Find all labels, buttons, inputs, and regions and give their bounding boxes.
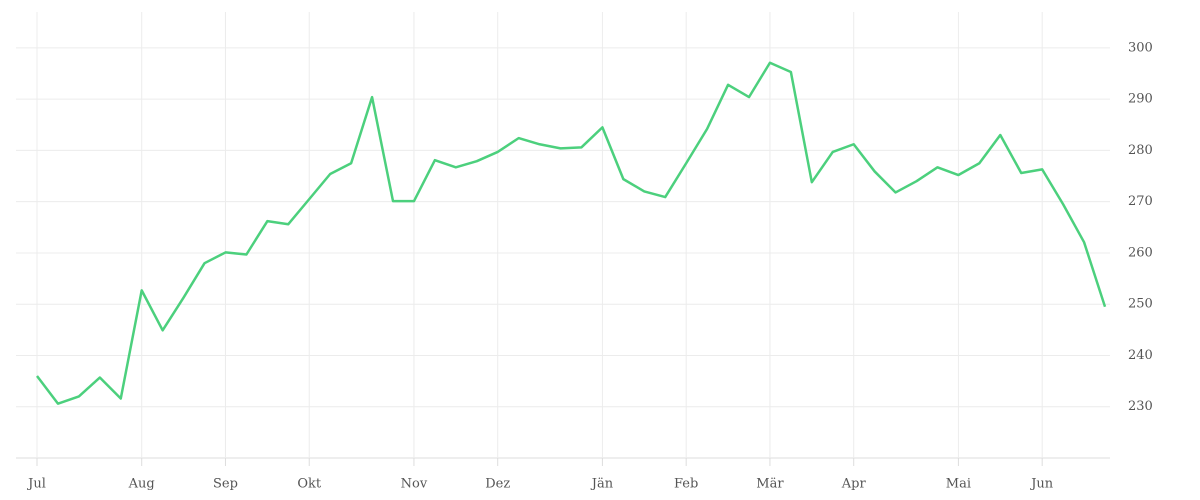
y-tick-label: 240	[1128, 348, 1153, 363]
x-tick-label: Mai	[946, 477, 971, 492]
y-tick-label: 300	[1128, 40, 1153, 55]
x-tick-label: Aug	[128, 477, 155, 492]
y-tick-label: 230	[1128, 399, 1153, 414]
y-tick-label: 290	[1128, 92, 1153, 107]
line	[36, 61, 1107, 405]
x-tick-label: Sep	[213, 477, 238, 492]
x-tick-label: Feb	[674, 477, 698, 492]
x-tick-label: Nov	[401, 477, 428, 492]
y-tick-label: 250	[1128, 297, 1153, 312]
x-tick-label: Okt	[297, 477, 322, 492]
x-tick-label: Mär	[756, 477, 784, 492]
y-tick-label: 280	[1128, 143, 1153, 158]
x-tick-label: Apr	[841, 477, 867, 492]
x-tick-label: Jun	[1029, 477, 1054, 492]
y-tick-label: 270	[1128, 194, 1153, 209]
x-tick-label: Jul	[26, 477, 46, 492]
y-tick-label: 260	[1128, 245, 1153, 260]
x-tick-label: Jän	[590, 477, 614, 492]
x-tick-label: Dez	[485, 477, 510, 492]
